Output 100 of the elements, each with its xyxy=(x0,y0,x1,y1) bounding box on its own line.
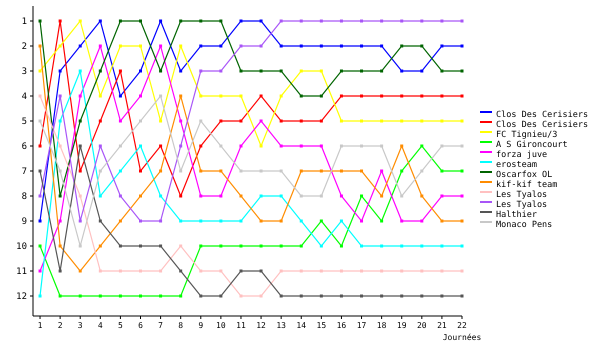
point xyxy=(260,170,263,172)
point xyxy=(380,94,384,98)
point xyxy=(98,270,102,272)
legend-label: Monaco Pens xyxy=(496,220,552,230)
point xyxy=(380,144,384,148)
point xyxy=(78,170,82,172)
point xyxy=(320,70,323,72)
point xyxy=(78,120,82,122)
point xyxy=(260,94,263,98)
point xyxy=(440,220,444,222)
point xyxy=(199,44,202,48)
point xyxy=(440,194,444,198)
line-series xyxy=(38,144,464,298)
point xyxy=(360,94,364,98)
point xyxy=(219,120,222,122)
point xyxy=(340,294,343,298)
point xyxy=(280,120,283,122)
point xyxy=(360,170,364,172)
point xyxy=(159,294,162,298)
point xyxy=(159,220,162,222)
point xyxy=(260,270,263,272)
point xyxy=(78,194,82,198)
point xyxy=(400,44,404,48)
y-tick-label: 5 xyxy=(22,117,27,128)
point xyxy=(400,220,404,222)
point xyxy=(38,194,42,198)
point xyxy=(78,94,82,98)
point xyxy=(38,220,42,222)
point xyxy=(199,94,202,98)
point xyxy=(118,294,122,298)
point xyxy=(98,94,102,98)
point xyxy=(98,70,102,72)
point xyxy=(400,120,404,122)
legend-label: Les Tyalos xyxy=(496,190,548,200)
point xyxy=(199,70,202,72)
y-tick-label: 12 xyxy=(16,292,27,302)
x-tick-label: 21 xyxy=(437,321,447,330)
point xyxy=(400,70,404,72)
point xyxy=(280,20,283,22)
x-tick-label: 11 xyxy=(236,321,246,330)
legend-label: Clos Des Cerisiers xyxy=(496,110,588,120)
point xyxy=(219,244,222,248)
point xyxy=(320,294,323,298)
point xyxy=(179,270,182,272)
point xyxy=(420,244,424,248)
point xyxy=(320,94,323,98)
point xyxy=(179,220,182,222)
point xyxy=(159,194,162,198)
point xyxy=(98,20,102,22)
point xyxy=(219,170,222,172)
x-tick-label: 13 xyxy=(276,321,286,330)
point xyxy=(239,244,242,248)
point xyxy=(320,170,323,172)
point xyxy=(280,70,283,72)
point xyxy=(38,44,42,48)
point xyxy=(260,194,263,198)
x-tick-label: 9 xyxy=(198,321,204,330)
point xyxy=(98,144,102,148)
point xyxy=(199,20,202,22)
x-tick-label: 15 xyxy=(316,321,326,330)
point xyxy=(440,270,444,272)
point xyxy=(320,244,323,248)
point xyxy=(159,44,162,48)
point xyxy=(159,70,162,72)
legend-label: Halthier xyxy=(496,210,537,220)
point xyxy=(98,44,102,48)
point xyxy=(360,194,364,198)
point xyxy=(420,44,424,48)
point xyxy=(280,244,283,248)
point xyxy=(340,94,343,98)
point xyxy=(118,144,122,148)
point xyxy=(179,144,182,148)
point xyxy=(78,220,82,222)
point xyxy=(219,270,222,272)
point xyxy=(98,244,102,248)
point xyxy=(300,70,303,72)
point xyxy=(380,294,384,298)
point xyxy=(38,294,42,298)
point xyxy=(300,244,303,248)
point xyxy=(98,120,102,122)
point xyxy=(199,270,202,272)
point xyxy=(420,20,424,22)
point xyxy=(300,294,303,298)
point xyxy=(380,120,384,122)
point xyxy=(58,294,62,298)
point xyxy=(300,144,303,148)
point xyxy=(58,44,62,48)
point xyxy=(380,20,384,22)
point xyxy=(58,94,62,98)
point xyxy=(420,170,424,172)
point xyxy=(400,20,404,22)
point xyxy=(38,70,42,72)
point xyxy=(340,144,343,148)
legend-label: FC Tignieu/3 xyxy=(496,130,558,140)
point xyxy=(400,244,404,248)
point xyxy=(78,244,82,248)
y-tick-label: 9 xyxy=(22,217,27,228)
point xyxy=(118,270,122,272)
point xyxy=(360,44,364,48)
point xyxy=(199,194,202,198)
